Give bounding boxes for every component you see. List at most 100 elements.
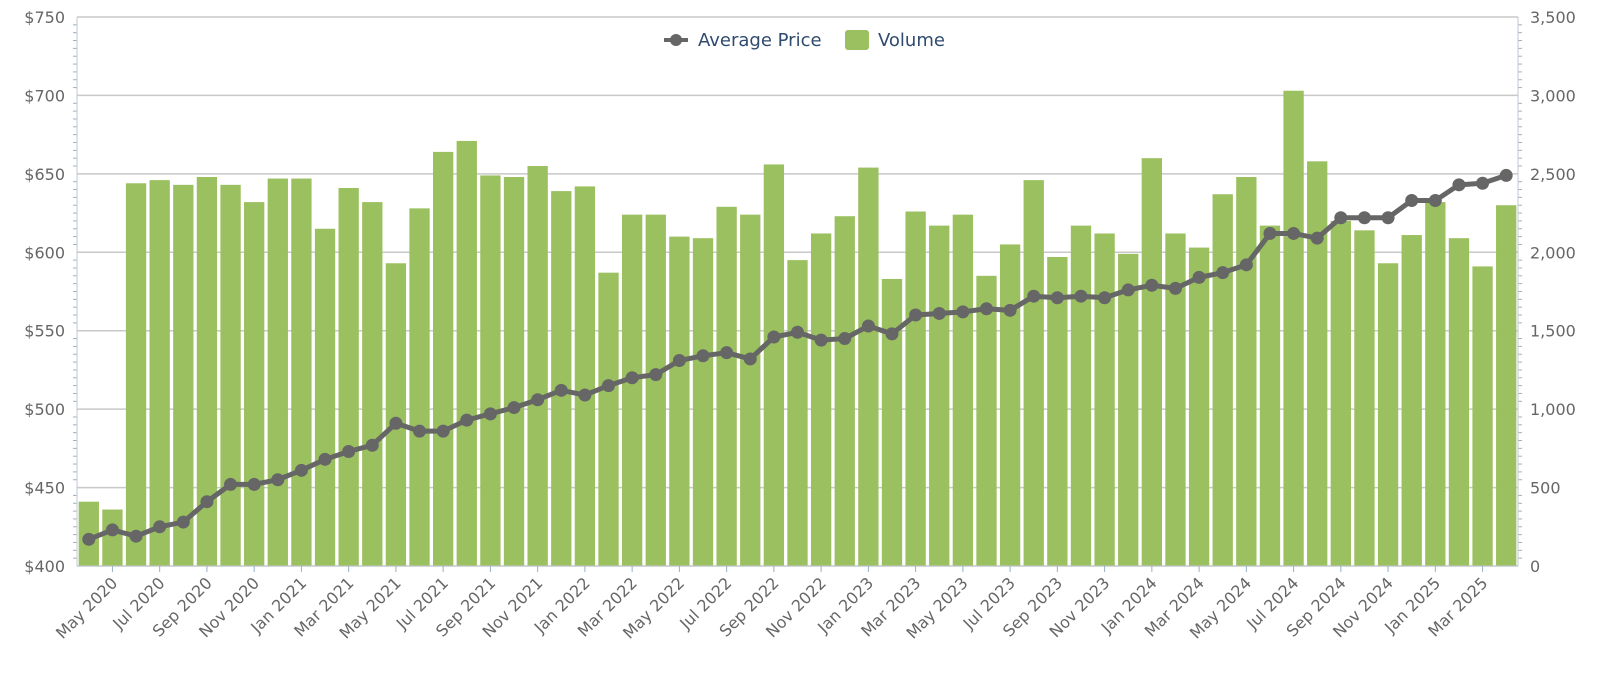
average-price-point <box>224 477 238 491</box>
average-price-point <box>743 352 757 366</box>
volume-bar <box>1047 256 1068 566</box>
volume-bar <box>669 236 690 566</box>
average-price-point <box>554 383 568 397</box>
volume-bar <box>905 211 926 566</box>
volume-bar <box>834 216 855 567</box>
average-price-point <box>1192 270 1206 284</box>
average-price-point <box>1121 283 1135 297</box>
volume-bar <box>409 208 430 566</box>
y-left-tick-label: $600 <box>24 243 65 262</box>
average-price-point <box>1239 258 1253 272</box>
y-right-tick-label: 1,500 <box>1530 322 1576 341</box>
volume-bar <box>173 184 194 566</box>
average-price-series <box>82 168 1513 546</box>
y-right-tick-label: 500 <box>1530 479 1561 498</box>
average-price-point <box>814 333 828 347</box>
average-price-point <box>979 302 993 316</box>
average-price-point <box>767 330 781 344</box>
legend[interactable]: Average Price Volume <box>664 30 945 51</box>
y-right-tick-label: 2,500 <box>1530 165 1576 184</box>
volume-bar <box>1094 233 1115 566</box>
average-price-point <box>1381 211 1395 225</box>
y-left-tick-label: $500 <box>24 400 65 419</box>
volume-bar <box>574 186 596 567</box>
volume-bar <box>1496 205 1517 566</box>
volume-bar <box>1165 233 1186 566</box>
average-price-point <box>625 371 639 385</box>
average-price-point <box>389 416 403 430</box>
average-price-point <box>838 332 852 346</box>
average-price-point <box>436 424 450 438</box>
legend-item-average-price[interactable]: Average Price <box>664 30 822 51</box>
volume-bar <box>716 206 737 566</box>
legend-item-volume[interactable]: Volume <box>845 30 945 51</box>
volume-bar <box>314 228 336 566</box>
volume-bar <box>244 202 265 566</box>
y-left-tick-label: $650 <box>24 165 65 184</box>
average-price-point <box>1027 289 1041 303</box>
volume-bar <box>858 167 879 566</box>
volume-bar <box>456 140 477 566</box>
volume-bar <box>1448 238 1470 566</box>
average-price-point <box>129 529 143 543</box>
volume-bar <box>220 184 241 566</box>
volume-bar <box>1401 235 1422 566</box>
average-price-point <box>1098 291 1112 305</box>
average-price-point <box>1452 178 1466 192</box>
y-right-tick-label: 0 <box>1530 557 1540 576</box>
volume-bar <box>881 278 903 566</box>
volume-bar <box>929 225 950 566</box>
legend-swatch-icon <box>845 30 869 50</box>
average-price-point <box>932 306 946 320</box>
y-right-tick-label: 3,500 <box>1530 8 1576 27</box>
volume-bar <box>338 187 359 566</box>
volume-bar <box>1259 225 1281 566</box>
legend-marker-icon <box>670 34 682 46</box>
volume-bar <box>952 214 974 566</box>
volume-bar <box>1472 266 1493 566</box>
volume-bar <box>787 260 808 566</box>
volume-bar <box>1354 230 1375 566</box>
volume-bar <box>810 233 832 566</box>
average-price-point <box>1216 266 1230 280</box>
average-price-point <box>1499 168 1513 182</box>
average-price-point <box>956 305 970 319</box>
volume-bar <box>1141 158 1163 566</box>
average-price-point <box>200 495 214 509</box>
volume-bar <box>999 244 1021 566</box>
volume-bar <box>432 151 454 566</box>
right-y-axis-labels: 0 500 1,000 1,500 2,000 2,500 3,000 3,500 <box>1530 8 1576 576</box>
average-price-point <box>861 319 875 333</box>
volume-bar <box>621 214 643 566</box>
volume-bar <box>551 191 572 566</box>
volume-bar <box>1307 161 1328 566</box>
volume-bar <box>1283 90 1304 567</box>
volume-bar <box>976 275 997 566</box>
average-price-point <box>507 401 521 415</box>
legend-label-average-price: Average Price <box>698 30 822 51</box>
average-price-point <box>1476 176 1490 190</box>
volume-bar <box>503 176 525 566</box>
average-price-point <box>1145 278 1159 292</box>
y-right-tick-label: 2,000 <box>1530 243 1576 262</box>
average-price-point <box>1310 231 1324 245</box>
legend-label-volume: Volume <box>878 30 945 51</box>
volume-bar <box>1023 180 1044 567</box>
average-price-point <box>1357 211 1371 225</box>
average-price-point <box>1050 291 1064 305</box>
average-price-point <box>271 473 285 487</box>
average-price-point <box>153 520 167 534</box>
y-left-tick-label: $550 <box>24 322 65 341</box>
y-left-tick-label: $400 <box>24 557 65 576</box>
volume-bar <box>196 176 218 566</box>
average-price-point <box>82 532 96 546</box>
volume-bar <box>1070 225 1092 566</box>
average-price-point <box>342 444 356 458</box>
left-y-axis-labels: $400 $450 $500 $550 $600 $650 $700 $750 <box>24 8 65 576</box>
average-price-point <box>1263 226 1277 240</box>
average-price-point <box>483 407 497 421</box>
volume-bar <box>645 214 666 566</box>
average-price-point <box>1405 194 1419 208</box>
